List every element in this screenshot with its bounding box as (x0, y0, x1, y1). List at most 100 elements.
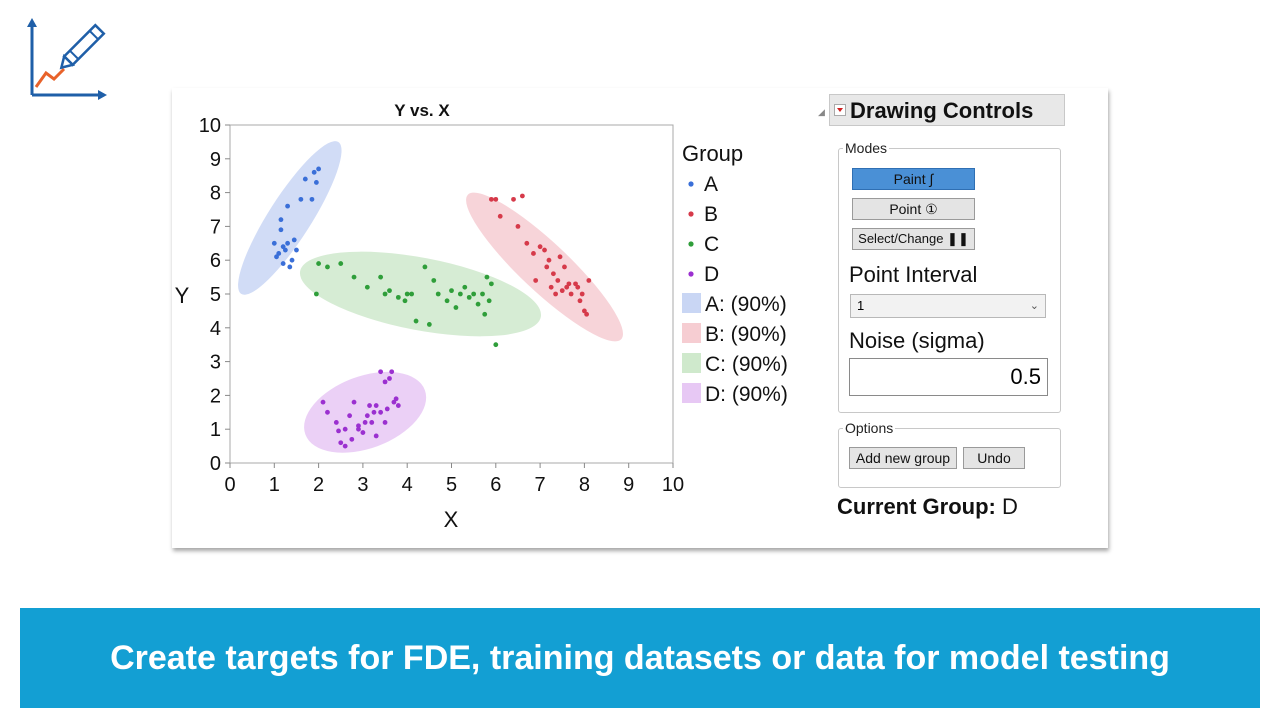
legend-swatch-a[interactable] (682, 293, 701, 313)
data-point-b[interactable] (553, 291, 559, 297)
scatter-chart[interactable]: Y vs. X X Y 0 1 2 3 4 5 6 7 8 9 10 0 1 2 3 4 5 6 7 8 9 10 Gro… (172, 88, 812, 548)
data-point-a[interactable] (291, 237, 297, 243)
data-point-d[interactable] (387, 376, 392, 381)
data-point-d[interactable] (336, 428, 341, 434)
data-point-d[interactable] (333, 420, 339, 425)
data-point-d[interactable] (395, 403, 401, 408)
data-point-d[interactable] (371, 409, 377, 415)
data-point-b[interactable] (555, 278, 561, 283)
data-point-b[interactable] (559, 288, 565, 294)
legend-ellipse-label-c[interactable]: C: (90%) (705, 353, 788, 376)
legend-label-d[interactable]: D (704, 263, 719, 286)
data-point-b[interactable] (531, 251, 536, 256)
data-point-a[interactable] (285, 240, 290, 246)
data-point-d[interactable] (373, 433, 379, 439)
data-point-b[interactable] (548, 284, 554, 290)
undo-button[interactable]: Undo (963, 447, 1025, 469)
point-interval-select[interactable]: 1 ⌄ (850, 294, 1046, 318)
disclosure-triangle-icon[interactable]: ◢ (818, 107, 825, 117)
data-point-a[interactable] (311, 169, 317, 175)
data-point-c[interactable] (444, 298, 450, 304)
data-point-c[interactable] (313, 291, 319, 297)
data-point-d[interactable] (384, 406, 390, 412)
data-point-a[interactable] (313, 180, 319, 185)
data-point-c[interactable] (338, 261, 344, 266)
legend-label-b[interactable]: B (704, 203, 718, 226)
data-point-b[interactable] (564, 284, 570, 290)
data-point-a[interactable] (287, 264, 293, 270)
data-point-c[interactable] (488, 281, 494, 287)
data-point-c[interactable] (462, 284, 468, 290)
data-point-b[interactable] (582, 308, 587, 314)
data-point-c[interactable] (475, 301, 481, 307)
data-point-c[interactable] (413, 318, 419, 324)
data-point-c[interactable] (422, 264, 428, 270)
data-point-d[interactable] (378, 369, 384, 375)
data-point-c[interactable] (471, 291, 477, 297)
data-point-d[interactable] (360, 430, 366, 435)
data-point-c[interactable] (378, 274, 384, 280)
data-point-c[interactable] (486, 298, 492, 304)
data-point-c[interactable] (404, 291, 410, 297)
data-point-d[interactable] (393, 396, 399, 402)
data-point-a[interactable] (276, 251, 282, 256)
data-point-d[interactable] (342, 443, 348, 449)
data-point-b[interactable] (544, 264, 550, 270)
data-point-c[interactable] (351, 274, 357, 280)
data-point-c[interactable] (316, 261, 321, 266)
data-point-c[interactable] (387, 288, 392, 294)
legend-marker-d[interactable] (688, 271, 694, 277)
data-point-d[interactable] (382, 420, 388, 425)
data-point-b[interactable] (537, 244, 543, 250)
data-point-b[interactable] (488, 196, 494, 202)
data-point-d[interactable] (351, 399, 357, 405)
data-point-b[interactable] (550, 271, 556, 277)
data-point-c[interactable] (325, 264, 330, 270)
data-point-a[interactable] (282, 247, 288, 253)
legend-marker-b[interactable] (688, 211, 694, 217)
data-point-a[interactable] (285, 203, 290, 209)
data-point-d[interactable] (349, 436, 355, 442)
data-point-b[interactable] (566, 281, 572, 287)
data-point-c[interactable] (395, 294, 401, 300)
data-point-c[interactable] (409, 291, 415, 297)
data-point-a[interactable] (302, 176, 308, 182)
data-point-b[interactable] (511, 196, 516, 202)
data-point-b[interactable] (568, 291, 574, 297)
data-point-b[interactable] (575, 284, 581, 290)
data-point-b[interactable] (584, 311, 590, 317)
data-point-d[interactable] (320, 399, 326, 405)
noise-sigma-input[interactable]: 0.5 (849, 358, 1048, 396)
data-point-d[interactable] (356, 423, 361, 429)
data-point-d[interactable] (382, 379, 388, 385)
data-point-d[interactable] (362, 420, 368, 425)
data-point-b[interactable] (519, 193, 525, 199)
data-point-a[interactable] (280, 244, 286, 250)
data-point-b[interactable] (515, 224, 521, 229)
data-point-c[interactable] (426, 322, 432, 327)
data-point-d[interactable] (364, 413, 370, 419)
data-point-d[interactable] (378, 409, 384, 415)
data-point-b[interactable] (579, 291, 585, 297)
data-point-a[interactable] (298, 196, 304, 202)
data-point-a[interactable] (271, 240, 277, 246)
legend-swatch-b[interactable] (682, 323, 701, 343)
data-point-a[interactable] (278, 217, 284, 223)
data-point-b[interactable] (533, 278, 539, 283)
paint-mode-button[interactable]: Paint ∫ (852, 168, 975, 190)
data-point-b[interactable] (557, 254, 563, 260)
data-point-a[interactable] (278, 227, 284, 233)
data-point-b[interactable] (524, 240, 530, 246)
data-point-b[interactable] (493, 196, 499, 202)
data-point-b[interactable] (573, 281, 578, 287)
legend-marker-a[interactable] (688, 181, 694, 187)
data-point-c[interactable] (484, 274, 490, 280)
data-point-c[interactable] (435, 291, 441, 297)
data-point-c[interactable] (453, 305, 459, 310)
legend-ellipse-label-a[interactable]: A: (90%) (705, 293, 787, 316)
data-point-a[interactable] (294, 247, 299, 253)
data-point-d[interactable] (367, 403, 372, 408)
legend-label-a[interactable]: A (704, 173, 718, 196)
data-point-b[interactable] (497, 213, 503, 219)
data-point-a[interactable] (274, 254, 279, 260)
